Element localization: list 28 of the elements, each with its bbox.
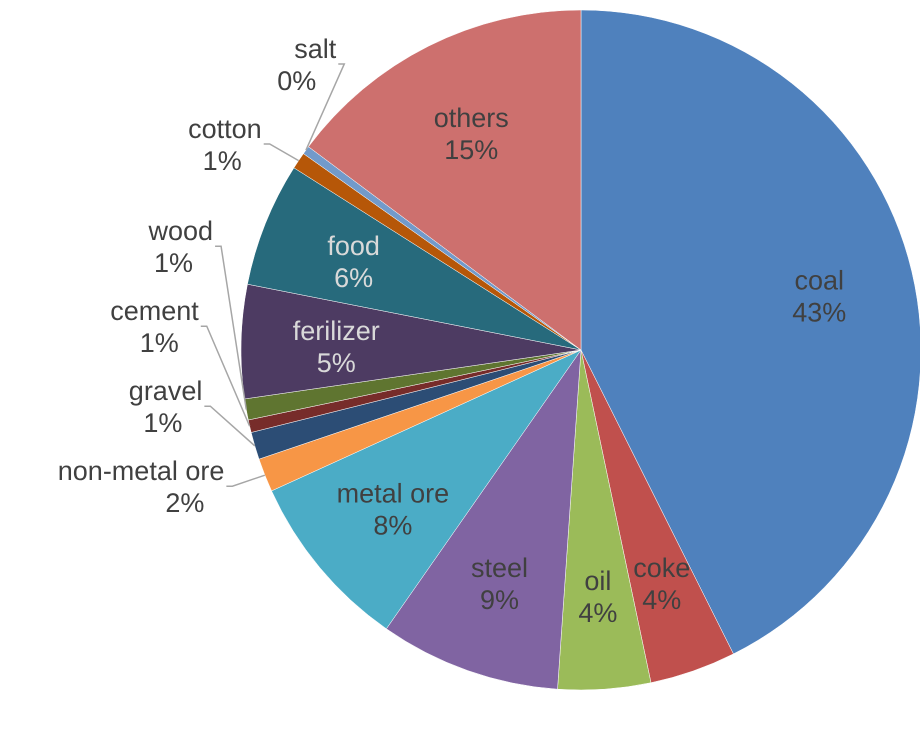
slice-label: salt <box>294 34 337 64</box>
data-label: 1% <box>202 146 242 176</box>
slice-label: oil <box>584 566 612 596</box>
data-label: 4% <box>578 598 618 628</box>
slice-label: non-metal ore <box>58 456 224 486</box>
data-label: 1% <box>143 408 182 438</box>
slice-label: cotton <box>188 114 262 144</box>
slice-label: ferilizer <box>292 316 380 346</box>
data-label: 0% <box>277 66 316 96</box>
data-label: 8% <box>373 510 412 541</box>
data-label: 15% <box>444 135 498 166</box>
slice-label: food <box>327 231 380 262</box>
data-label: 6% <box>334 263 374 294</box>
data-label: 5% <box>316 348 356 378</box>
data-label: 9% <box>480 584 520 615</box>
slice-label: steel <box>471 552 528 583</box>
slice-label: coke <box>633 553 690 584</box>
slice-label: wood <box>148 216 214 246</box>
slice-label: others <box>434 103 509 134</box>
slice-label: coal <box>794 266 844 296</box>
slice-label: gravel <box>128 376 202 406</box>
data-label: 1% <box>140 328 179 358</box>
data-label: 43% <box>792 298 846 328</box>
slice-label: metal ore <box>336 478 450 509</box>
slice-label: cement <box>110 296 200 326</box>
data-label: 4% <box>642 585 682 616</box>
data-label: 2% <box>165 488 204 518</box>
data-label: 1% <box>154 248 194 278</box>
